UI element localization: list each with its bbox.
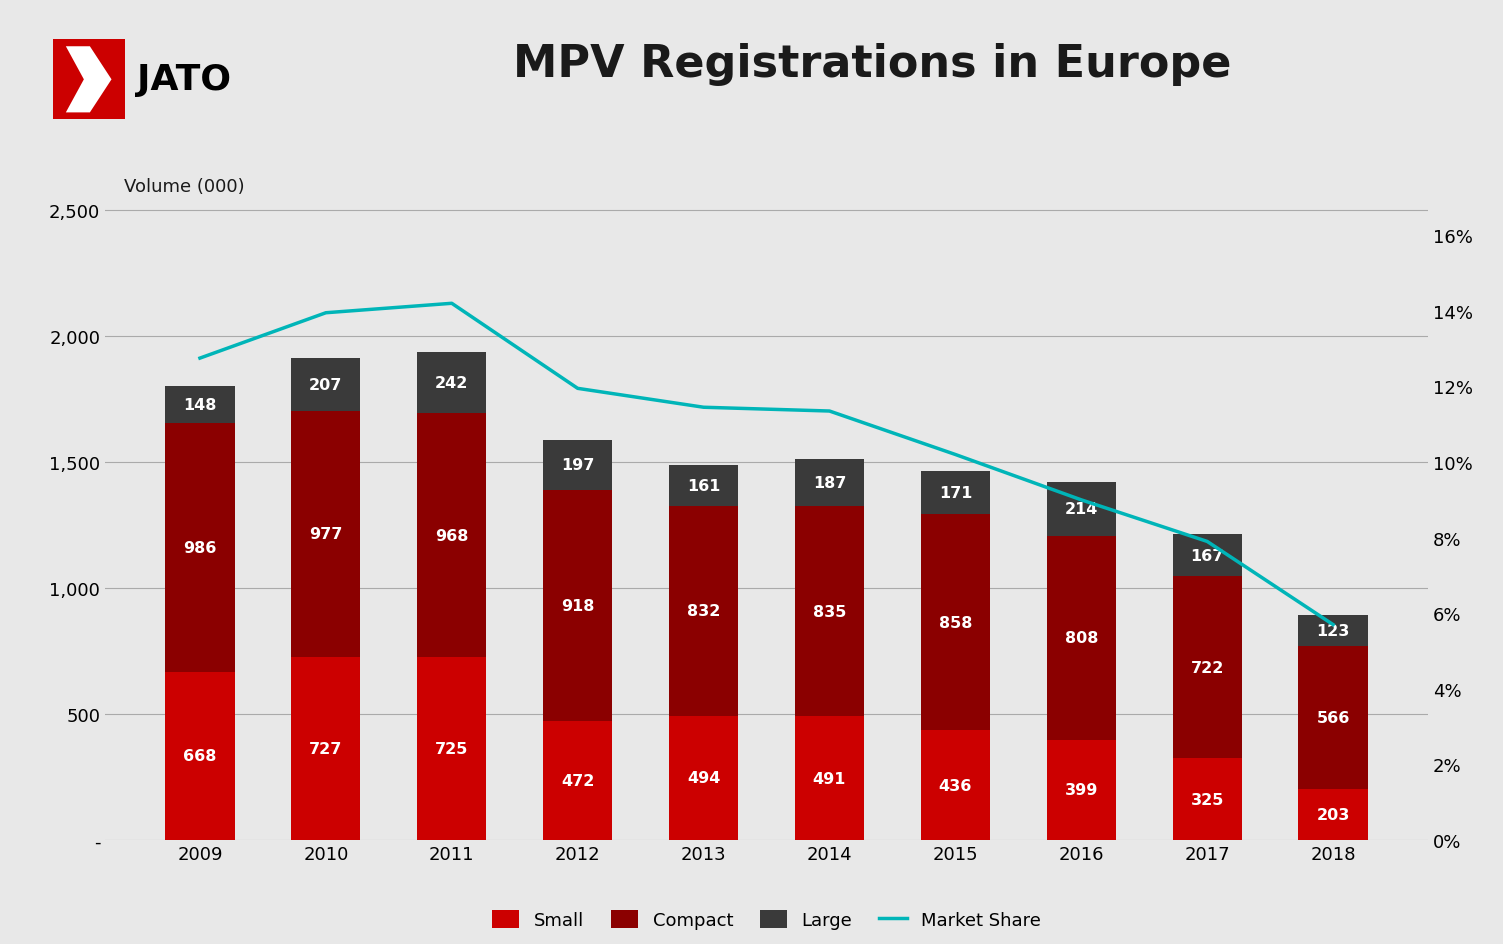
Text: JATO: JATO <box>137 63 231 97</box>
Bar <box>1046 740 1115 840</box>
Bar <box>165 672 234 840</box>
Bar <box>292 657 361 840</box>
Text: 668: 668 <box>183 749 216 764</box>
Bar <box>543 490 612 721</box>
Bar <box>1299 647 1368 789</box>
Text: 858: 858 <box>939 615 972 630</box>
Bar <box>543 441 612 490</box>
Text: 171: 171 <box>939 485 972 500</box>
Bar <box>1299 615 1368 647</box>
Text: 494: 494 <box>687 770 720 785</box>
Text: 977: 977 <box>310 527 343 542</box>
Text: 832: 832 <box>687 603 720 618</box>
Text: 187: 187 <box>813 476 846 490</box>
Bar <box>1046 536 1115 740</box>
Bar <box>165 424 234 672</box>
Text: 491: 491 <box>813 771 846 785</box>
Text: 399: 399 <box>1064 783 1099 798</box>
Bar <box>418 353 487 414</box>
Text: 472: 472 <box>561 773 594 788</box>
Text: 123: 123 <box>1317 624 1350 638</box>
Text: Volume (000): Volume (000) <box>125 178 245 196</box>
Text: 242: 242 <box>434 376 469 391</box>
Text: 986: 986 <box>183 540 216 555</box>
Text: 325: 325 <box>1190 792 1223 807</box>
Bar <box>53 41 125 121</box>
Bar <box>795 716 864 840</box>
Bar <box>1172 758 1241 840</box>
Bar <box>418 414 487 658</box>
Bar <box>1046 482 1115 536</box>
Text: 835: 835 <box>813 604 846 619</box>
Bar <box>669 465 738 506</box>
Text: 725: 725 <box>434 741 469 756</box>
Text: 436: 436 <box>939 778 972 793</box>
Text: 203: 203 <box>1317 807 1350 822</box>
Text: 727: 727 <box>310 741 343 756</box>
Text: 167: 167 <box>1190 548 1223 563</box>
Text: 722: 722 <box>1190 660 1223 675</box>
Bar <box>921 471 990 514</box>
Bar <box>669 506 738 716</box>
Text: 148: 148 <box>183 397 216 413</box>
Polygon shape <box>66 47 111 113</box>
Text: MPV Registrations in Europe: MPV Registrations in Europe <box>513 42 1231 86</box>
Bar <box>921 514 990 731</box>
Text: 197: 197 <box>561 458 594 473</box>
Text: 566: 566 <box>1317 710 1350 725</box>
Text: 968: 968 <box>434 529 469 544</box>
Bar <box>543 721 612 840</box>
Bar <box>1299 789 1368 840</box>
Bar <box>292 412 361 657</box>
Text: 808: 808 <box>1064 631 1099 646</box>
Bar <box>669 716 738 840</box>
Text: 161: 161 <box>687 479 720 494</box>
Bar <box>1172 577 1241 758</box>
Bar <box>292 359 361 412</box>
Bar <box>1172 534 1241 577</box>
Bar <box>165 386 234 424</box>
Bar <box>418 658 487 840</box>
Text: 207: 207 <box>310 378 343 393</box>
Bar <box>795 460 864 506</box>
Bar <box>795 506 864 716</box>
Text: 918: 918 <box>561 598 594 614</box>
Bar <box>921 731 990 840</box>
Legend: Small, Compact, Large, Market Share: Small, Compact, Large, Market Share <box>485 902 1048 936</box>
Text: 214: 214 <box>1064 502 1099 517</box>
